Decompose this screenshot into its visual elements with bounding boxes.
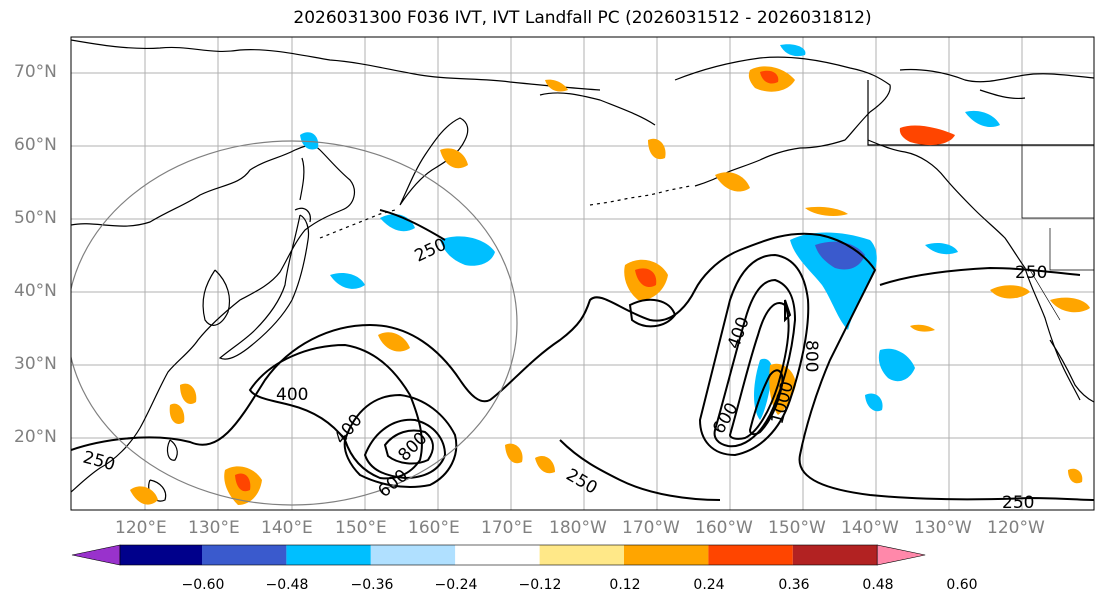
map-frame <box>70 36 1095 511</box>
lon-label: 160°E <box>408 518 460 538</box>
lon-label: 150°E <box>335 518 387 538</box>
lon-label: 120°W <box>987 518 1045 538</box>
coastlines <box>71 39 1094 502</box>
lon-label: 170°W <box>622 518 680 538</box>
colorbar-segment <box>370 545 456 565</box>
contour-label: 250 <box>1002 493 1034 513</box>
colorbar-outline <box>119 544 878 566</box>
colorbar-segment <box>624 545 709 565</box>
graticule <box>71 37 1094 510</box>
colorbar-segment <box>708 545 793 565</box>
colorbar-tick-label: −0.24 <box>434 577 478 593</box>
colorbar-tick-label: 0.36 <box>778 577 810 593</box>
colorbar-arrow-right <box>876 544 926 566</box>
lat-label: 20°N <box>14 427 57 447</box>
political-borders <box>1021 145 1094 321</box>
colorbar-segment <box>792 545 878 565</box>
lat-label: 60°N <box>14 135 57 155</box>
colorbar-tick-label: −0.60 <box>181 577 225 593</box>
ivt-contours <box>71 209 1094 501</box>
colorbar-tick-label: −0.12 <box>518 577 562 593</box>
contour-label: 400 <box>276 385 308 405</box>
lat-label: 70°N <box>14 62 57 82</box>
colorbar-segment <box>539 545 624 565</box>
map-background <box>71 37 1094 510</box>
colorbar-tick-label: −0.48 <box>265 577 309 593</box>
lon-label: 140°W <box>841 518 899 538</box>
colorbar-tick-label: 0.48 <box>862 577 894 593</box>
lon-label: 180°W <box>549 518 607 538</box>
colorbar-segment <box>202 545 287 565</box>
reference-circle <box>71 140 518 506</box>
colorbar-segment <box>286 545 371 565</box>
colorbar-tick-label: 0.12 <box>609 577 641 593</box>
lon-label: 130°E <box>188 518 240 538</box>
lon-label: 140°E <box>261 518 313 538</box>
lat-label: 50°N <box>14 208 57 228</box>
lon-label: 120°E <box>115 518 167 538</box>
lon-label: 130°W <box>914 518 972 538</box>
contour-label: 250 <box>1015 263 1047 283</box>
colorbar-segment <box>455 545 540 565</box>
colorbar-segment <box>120 545 202 565</box>
lon-label: 150°W <box>768 518 826 538</box>
lat-label: 40°N <box>14 281 57 301</box>
colorbar-tick-label: 0.24 <box>693 577 725 593</box>
colorbar-arrow-left <box>71 544 121 566</box>
lat-label: 30°N <box>14 354 57 374</box>
colorbar-tick-label: 0.60 <box>946 577 978 593</box>
lon-label: 170°E <box>481 518 533 538</box>
colorbar-tick-label: −0.36 <box>350 577 394 593</box>
map-title: 2026031300 F036 IVT, IVT Landfall PC (20… <box>293 8 872 28</box>
pc-shading <box>130 44 1090 505</box>
contour-label: 800 <box>801 340 821 372</box>
colorbar <box>71 544 926 566</box>
lon-label: 160°W <box>695 518 753 538</box>
